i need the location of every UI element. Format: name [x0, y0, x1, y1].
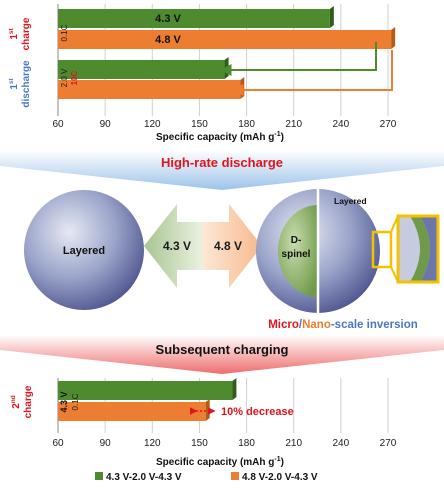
layered-label-right: Layered	[334, 196, 367, 206]
top-discharge-rate-label: 10C	[70, 70, 79, 85]
bottom-rate-label: 0.1C	[71, 393, 80, 410]
bottom-x-axis-label-end: )	[281, 457, 284, 468]
layered-label-left: Layered	[63, 245, 105, 257]
tick-label: 210	[285, 438, 302, 449]
tick-label: 270	[380, 119, 397, 130]
first-discharge-word: discharge	[21, 60, 32, 108]
legend-swatch-orange	[231, 472, 239, 480]
zoom-inset	[371, 214, 440, 284]
zoom-target-box	[396, 214, 440, 284]
zoom-source-box	[371, 230, 393, 269]
tick-label: 210	[285, 119, 302, 130]
svg-text:2nd: 2nd	[10, 395, 22, 409]
top-x-axis-label-end: )	[281, 132, 284, 143]
top-charge-rate-label: 0.1C	[60, 24, 69, 41]
second-charge-prefix: 2	[11, 403, 22, 409]
first-charge-prefix: 1	[9, 34, 20, 40]
first-charge-word: charge	[21, 17, 32, 50]
tick-label: 120	[144, 438, 161, 449]
svg-text:1st: 1st	[8, 27, 20, 39]
spinel-sphere-right: Layered D- spinel	[256, 188, 380, 314]
bar-side	[205, 399, 210, 421]
tick-label: 60	[52, 438, 64, 449]
bar-4.3V-0	[58, 9, 330, 28]
first-discharge-superscript: st	[8, 77, 15, 84]
bar-label-4.3v: 4.3 V	[155, 13, 181, 25]
voltage-arrow-right: 4.8 V	[202, 204, 262, 288]
subsequent-charging-text: Subsequent charging	[156, 342, 289, 357]
inversion-caption: Micro/Nano-scale inversion	[268, 319, 418, 331]
high-rate-discharge-text: High-rate discharge	[161, 155, 283, 170]
second-charge-word: charge	[23, 385, 34, 418]
bottom-chart-bars	[58, 378, 237, 421]
d-spinel-core	[278, 205, 318, 297]
svg-text:1st: 1st	[8, 77, 20, 89]
arrow-label-4.3v: 4.3 V	[163, 239, 191, 253]
top-chart-bars	[58, 6, 396, 99]
top-chart-tick-labels: 60 90 120 150 180 210 240 270	[52, 119, 396, 130]
decrease-label: 10% decrease	[221, 406, 294, 418]
top-x-axis-label-text: Specific capacity (mAh g	[156, 132, 274, 143]
legend: 4.3 V-2.0 V-4.3 V 4.8 V-2.0 V-4.3 V	[95, 472, 318, 483]
tick-label: 150	[191, 438, 208, 449]
bar-4.8V-0	[58, 30, 392, 49]
legend-label-green: 4.3 V-2.0 V-4.3 V	[106, 472, 182, 483]
first-discharge-axis-label: 1st discharge	[8, 60, 32, 108]
arrow-label-4.8v: 4.8 V	[214, 239, 242, 253]
tick-label: 90	[100, 438, 112, 449]
tick-label: 180	[238, 119, 255, 130]
second-charge-superscript: nd	[10, 395, 17, 403]
bar-4.8V-2.0V-4.3V-0	[58, 402, 206, 421]
zoom-spinel-band	[410, 216, 430, 282]
inversion-rest: -scale inversion	[331, 319, 418, 331]
tick-label: 240	[333, 438, 350, 449]
inversion-nano: Nano	[302, 319, 331, 331]
legend-label-orange: 4.8 V-2.0 V-4.3 V	[242, 472, 318, 483]
subsequent-banner: Subsequent charging	[0, 335, 444, 374]
bar-side	[240, 77, 245, 99]
bar-4.3V-2.0V-4.3V-0	[58, 381, 233, 400]
voltage-arrow-left: 4.3 V	[144, 204, 202, 288]
bottom-x-axis-label-sup: -1	[274, 456, 280, 463]
bar-side	[224, 57, 229, 79]
bar-label-4.8v: 4.8 V	[155, 34, 181, 46]
green-return-arrow	[219, 42, 377, 76]
bottom-chart: 4.3 V 0.1C 2nd charge 10% decrease 60 90 1…	[10, 378, 397, 468]
bottom-x-axis-label: Specific capacity (mAh g-1)	[156, 456, 284, 468]
bar-4.8V-1	[58, 80, 241, 99]
bottom-x-axis-label-text: Specific capacity (mAh g	[156, 457, 274, 468]
top-discharge-voltage-label: 2.0 V	[60, 68, 69, 87]
top-chart: 0.1C 2.0 V 10C 4.3 V 4.8 V 1st charge 1s…	[8, 4, 397, 143]
d-spinel-label-1: D-	[291, 235, 302, 246]
legend-swatch-green	[95, 472, 103, 480]
bottom-chart-tick-labels: 60 90 120 150 180 210 240 270	[52, 438, 396, 449]
tick-label: 150	[191, 119, 208, 130]
inversion-slash: /	[299, 319, 303, 331]
bar-side	[329, 6, 334, 28]
tick-label: 270	[380, 438, 397, 449]
top-x-axis-label-sup: -1	[274, 131, 280, 138]
second-charge-axis-label: 2nd charge	[10, 385, 34, 418]
first-discharge-prefix: 1	[9, 84, 20, 90]
bar-4.3V-1	[58, 60, 225, 79]
tick-label: 120	[144, 119, 161, 130]
bar-side	[232, 378, 237, 400]
d-spinel-label-2: spinel	[282, 249, 311, 260]
tick-label: 60	[52, 119, 64, 130]
tick-label: 90	[100, 119, 112, 130]
tick-label: 180	[238, 438, 255, 449]
tick-label: 240	[333, 119, 350, 130]
first-charge-axis-label: 1st charge	[8, 17, 32, 50]
high-rate-banner: High-rate discharge	[0, 150, 444, 190]
zoom-layered-band	[420, 216, 438, 282]
first-charge-superscript: st	[8, 27, 15, 34]
top-x-axis-label: Specific capacity (mAh g-1)	[156, 131, 284, 143]
bar-side	[391, 27, 396, 49]
bottom-voltage-label: 4.3 V	[59, 391, 69, 412]
orange-return-arrow	[231, 50, 393, 96]
inversion-micro: Micro	[268, 319, 299, 331]
layered-sphere-left: Layered	[24, 190, 144, 310]
